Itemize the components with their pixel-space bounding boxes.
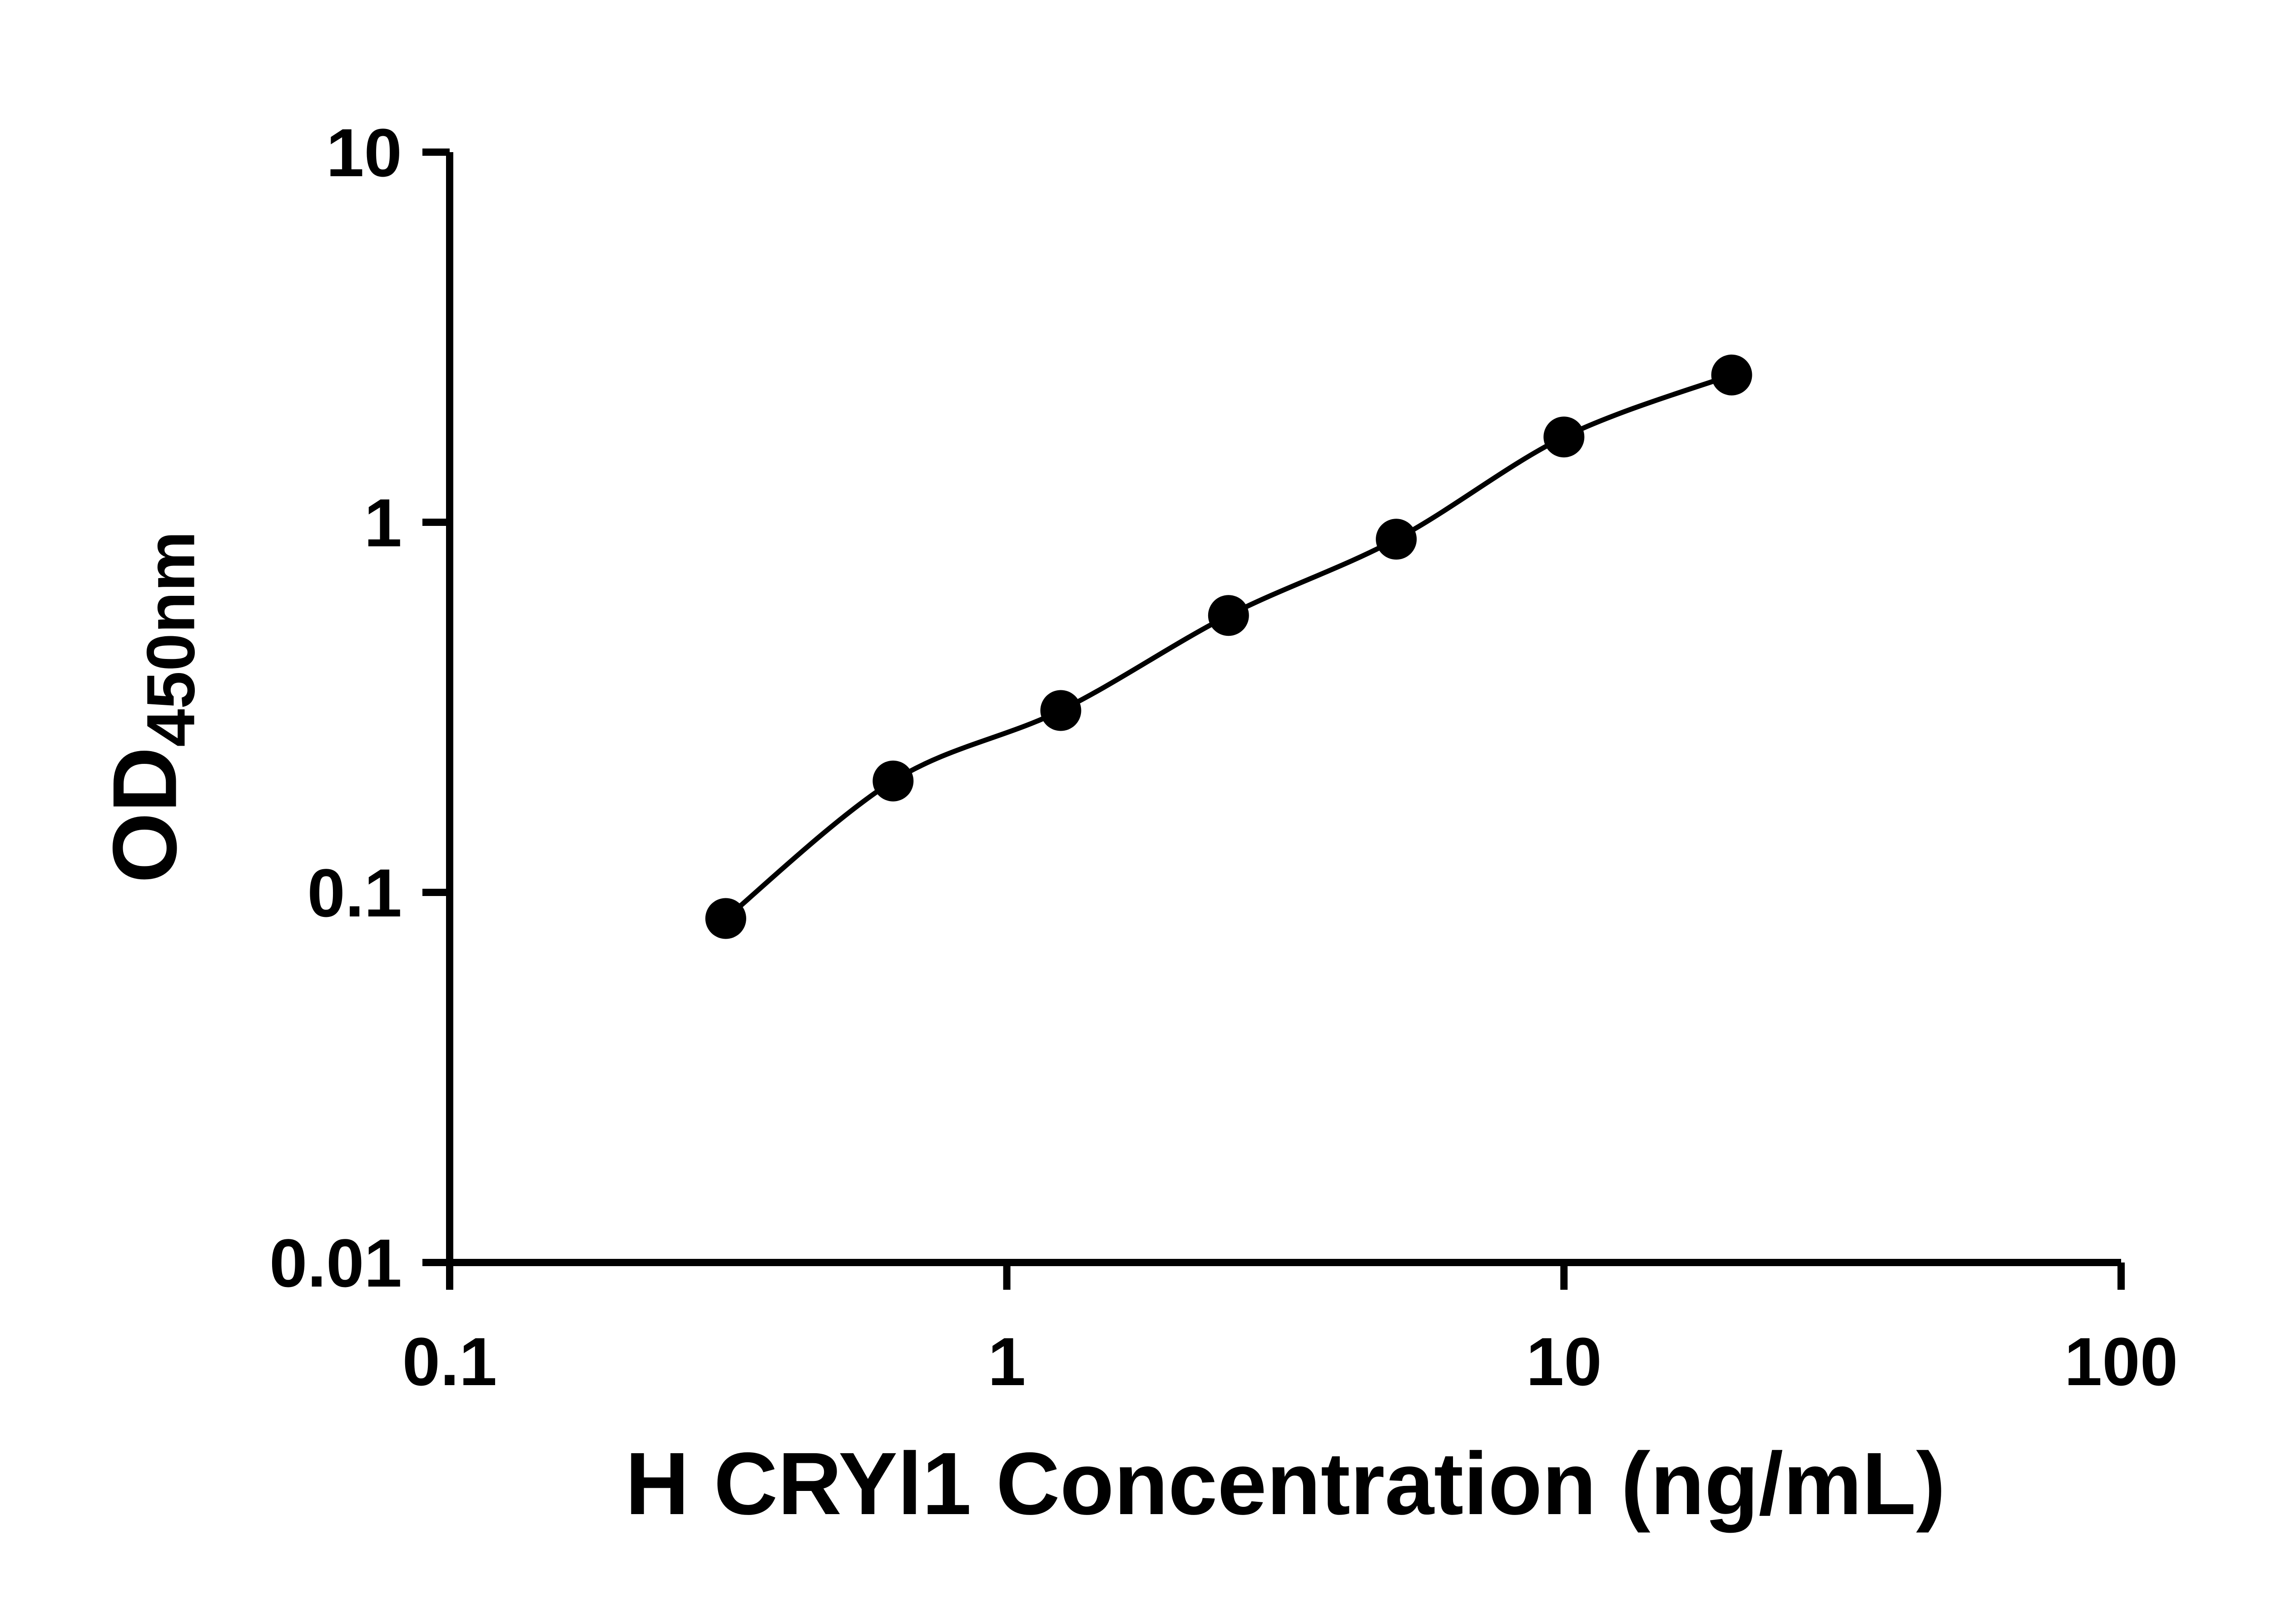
y-axis-title-text: OD [94,747,196,883]
x-axis-title: H CRYl1 Concentration (ng/mL) [625,1434,1946,1533]
x-axis-tick-label: 10 [1526,1323,1602,1400]
y-axis-tick-label: 1 [364,485,402,561]
fit-curve [724,372,1733,921]
data-point [1376,519,1417,560]
data-point [1543,416,1585,458]
y-axis-title: OD450nm [94,531,209,883]
data-point [705,898,746,939]
x-axis-tick-label: 0.1 [402,1323,497,1400]
y-axis-tick-label: 0.01 [269,1225,402,1301]
y-axis-tick-label: 0.1 [307,855,402,931]
axis-lines [446,152,2121,1266]
data-point [1208,595,1249,636]
data-point [873,760,914,802]
x-axis-tick-label: 100 [2064,1323,2178,1400]
data-point [1040,690,1081,731]
data-point [1711,354,1752,396]
y-axis-tick-label: 10 [326,114,402,191]
x-axis-tick-label: 1 [988,1323,1026,1400]
y-axis-title-subscript: 450nm [132,531,209,747]
